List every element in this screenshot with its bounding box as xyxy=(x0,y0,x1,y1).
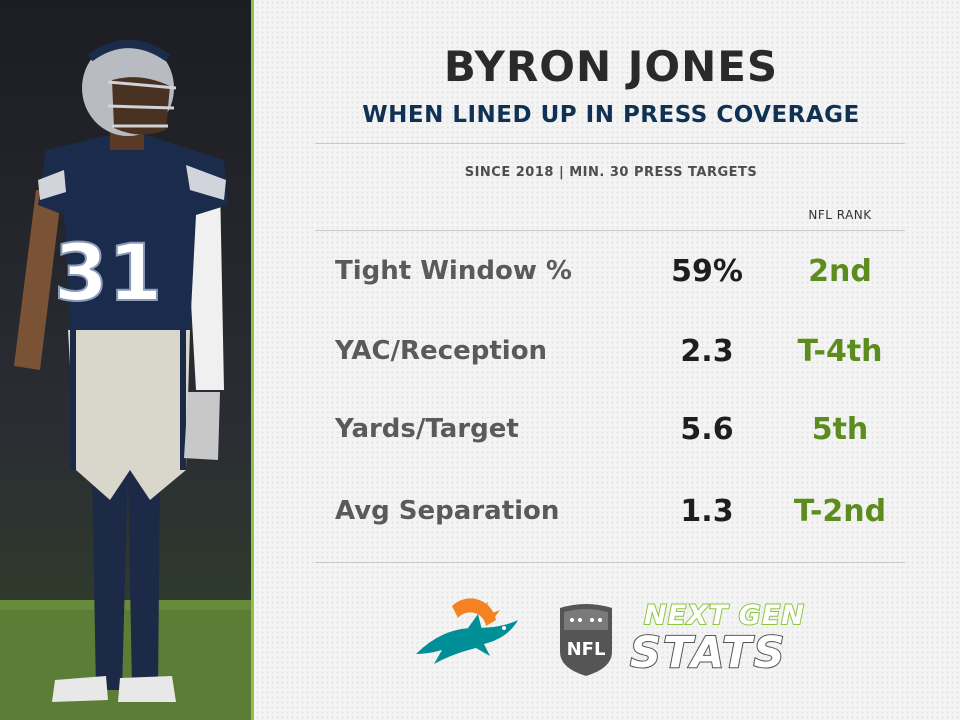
stat-rank: 2nd xyxy=(808,254,872,289)
stat-value: 1.3 xyxy=(680,494,734,529)
stat-row: Tight Window % 59% 2nd xyxy=(315,250,905,294)
divider xyxy=(315,230,905,231)
accent-stripe xyxy=(251,0,254,720)
divider xyxy=(315,562,905,563)
player-photo: 31 xyxy=(0,0,251,720)
jersey-number: 31 xyxy=(54,229,163,319)
stat-row: Avg Separation 1.3 T-2nd xyxy=(315,490,905,534)
stat-value: 2.3 xyxy=(680,334,734,369)
stat-row: Yards/Target 5.6 5th xyxy=(315,408,905,452)
stat-value: 59% xyxy=(671,254,743,289)
next-gen-stats-logo: NEXT GEN STATS xyxy=(626,598,822,679)
brand-line1: NEXT GEN xyxy=(643,599,805,632)
stat-label: Yards/Target xyxy=(335,414,519,444)
stat-rank: 5th xyxy=(811,412,869,447)
stat-label: YAC/Reception xyxy=(335,336,548,366)
stat-label: Tight Window % xyxy=(335,256,572,286)
divider xyxy=(315,143,905,144)
subtitle: WHEN LINED UP IN PRESS COVERAGE xyxy=(362,102,860,128)
stat-label: Avg Separation xyxy=(335,496,560,526)
stat-rank: T-2nd xyxy=(793,494,887,529)
stat-value: 5.6 xyxy=(680,412,734,447)
rank-column-header: NFL RANK xyxy=(808,208,872,222)
qualifier-note: SINCE 2018 | MIN. 30 PRESS TARGETS xyxy=(464,165,758,180)
nfl-shield-text: NFL xyxy=(567,639,606,660)
stat-row: YAC/Reception 2.3 T-4th xyxy=(315,330,905,374)
stat-rank: T-4th xyxy=(797,334,883,369)
nfl-shield-logo: NFL xyxy=(556,600,616,676)
miami-dolphins-logo xyxy=(412,598,522,676)
brand-line2: STATS xyxy=(629,627,787,679)
player-name-title: BYRON JONES xyxy=(443,42,779,91)
player-figure: 31 xyxy=(0,40,251,720)
